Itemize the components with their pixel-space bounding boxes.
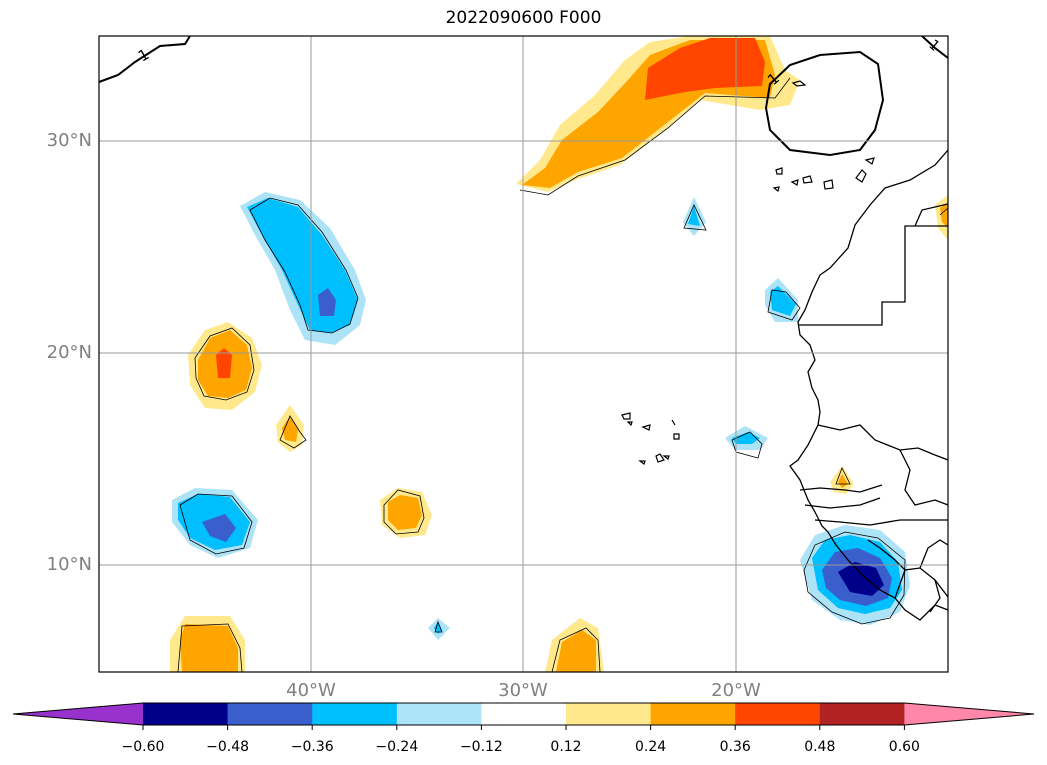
colorbar-swatch [312, 703, 398, 725]
shade-band-red [645, 38, 765, 100]
shade-orange-small-2b [838, 474, 848, 488]
islands [621, 80, 875, 465]
map-title: 2022090600 F000 [445, 8, 602, 28]
shade-deep-blue-navy [838, 562, 884, 596]
shade-blue-dark [318, 288, 336, 316]
colorbar-swatch [819, 703, 905, 725]
shade-blue-small-3b [770, 286, 796, 316]
colorbar-swatch [650, 703, 736, 725]
colorbar-tick-label: 0.48 [804, 739, 836, 755]
map-frame [98, 35, 949, 673]
lon-label-30w: 30°W [498, 680, 548, 701]
colorbar-extend-max [904, 703, 1034, 725]
shade-orange-blob-2 [388, 495, 422, 530]
coastlines [789, 149, 948, 621]
madeira-island [791, 80, 807, 87]
colorbar-tick-label: −0.60 [121, 739, 165, 755]
canary-islands [772, 157, 875, 193]
colorbar-tick-label: 0.60 [888, 739, 920, 755]
colorbar-swatch [566, 703, 652, 725]
lat-label-30n: 30°N [46, 130, 92, 151]
shade-blue-blob-2-dark [202, 514, 236, 542]
colorbar-tick-label: 0.24 [635, 739, 667, 755]
lon-label-20w: 20°W [711, 680, 761, 701]
shade-orange-small-1b [282, 416, 298, 442]
shade-blue-small-2b [688, 206, 700, 226]
thick-contours [99, 36, 948, 157]
colorbar-tick-label: 0.12 [550, 739, 582, 755]
gridlines [99, 36, 948, 672]
shade-orange-blob-4 [556, 630, 596, 672]
shaded-anomaly-layer [170, 36, 948, 672]
shade-blue-small-1b [434, 622, 442, 634]
shade-orange-blob-3 [180, 624, 238, 672]
cape-verde-islands [621, 412, 680, 465]
colorbar-tick-label: −0.12 [459, 739, 503, 755]
colorbar-extend-min [13, 703, 143, 725]
shade-red-blob-1 [216, 348, 232, 378]
colorbar-swatch [481, 703, 567, 725]
colorbar [12, 702, 1035, 730]
colorbar-swatch [396, 703, 482, 725]
colorbar-swatch [143, 703, 229, 725]
colorbar-tick-label: 0.36 [719, 739, 751, 755]
lat-label-10n: 10°N [46, 554, 92, 575]
colorbar-tick-label: −0.24 [375, 739, 419, 755]
colorbar-swatch [735, 703, 821, 725]
thin-contours [177, 77, 948, 672]
lon-label-40w: 40°W [286, 680, 336, 701]
lat-label-20n: 20°N [46, 342, 92, 363]
shade-orange-edge-b [940, 202, 948, 228]
colorbar-tick-label: −0.36 [290, 739, 334, 755]
colorbar-tick-label: −0.48 [206, 739, 250, 755]
colorbar-swatch [227, 703, 313, 725]
